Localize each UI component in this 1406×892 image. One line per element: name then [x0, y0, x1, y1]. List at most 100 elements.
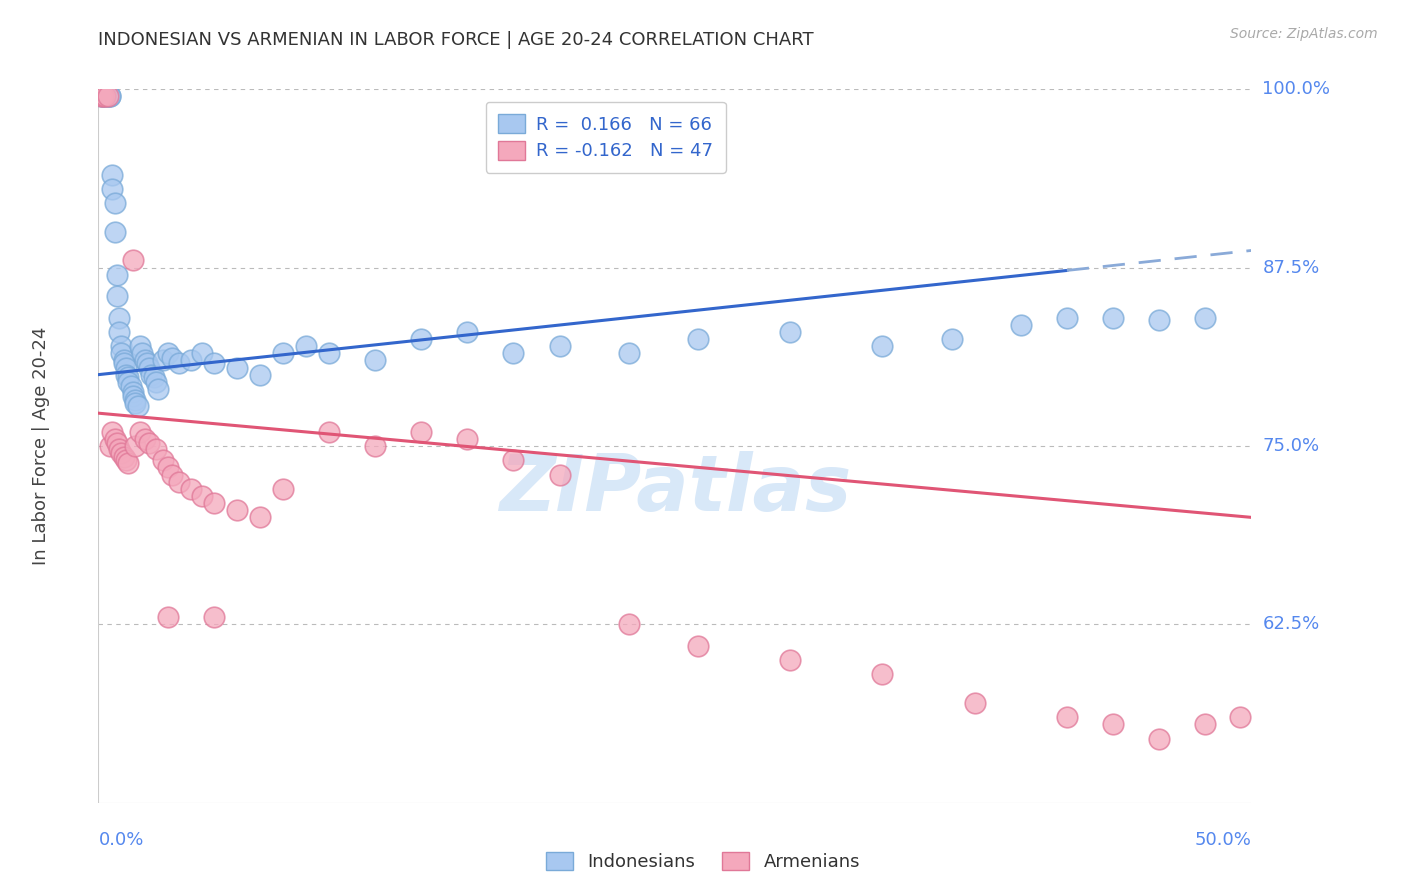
Point — [138, 436, 160, 450]
Point — [271, 482, 294, 496]
Point — [145, 375, 167, 389]
Point — [1056, 310, 1078, 325]
Point — [249, 510, 271, 524]
Point — [1194, 717, 1216, 731]
Point — [115, 368, 138, 382]
Point — [156, 610, 179, 624]
Point — [97, 89, 120, 103]
Point — [364, 439, 387, 453]
Point — [101, 182, 124, 196]
Point — [101, 425, 124, 439]
Point — [112, 450, 135, 465]
Point — [160, 351, 183, 365]
Point — [152, 453, 174, 467]
Point — [117, 456, 139, 470]
Point — [202, 610, 225, 624]
Point — [108, 310, 131, 325]
Point — [129, 425, 152, 439]
Point — [131, 346, 153, 360]
Point — [108, 325, 131, 339]
Point — [779, 325, 801, 339]
Legend: R =  0.166   N = 66, R = -0.162   N = 47: R = 0.166 N = 66, R = -0.162 N = 47 — [485, 102, 725, 173]
Point — [134, 353, 156, 368]
Point — [91, 89, 114, 103]
Point — [129, 339, 152, 353]
Point — [94, 89, 117, 103]
Point — [122, 253, 145, 268]
Point — [180, 482, 202, 496]
Point — [94, 89, 117, 103]
Point — [103, 225, 125, 239]
Point — [91, 89, 114, 103]
Point — [134, 432, 156, 446]
Point — [364, 353, 387, 368]
Point — [98, 89, 121, 103]
Point — [103, 196, 125, 211]
Point — [156, 346, 179, 360]
Point — [502, 346, 524, 360]
Point — [110, 446, 132, 460]
Text: 0.0%: 0.0% — [98, 831, 143, 849]
Point — [167, 356, 190, 370]
Point — [115, 453, 138, 467]
Point — [142, 370, 165, 384]
Point — [1102, 717, 1125, 731]
Point — [115, 360, 138, 375]
Point — [1229, 710, 1251, 724]
Point — [872, 339, 894, 353]
Point — [779, 653, 801, 667]
Point — [117, 375, 139, 389]
Point — [120, 379, 142, 393]
Point — [117, 370, 139, 384]
Point — [112, 353, 135, 368]
Point — [318, 425, 340, 439]
Point — [110, 339, 132, 353]
Text: In Labor Force | Age 20-24: In Labor Force | Age 20-24 — [32, 326, 49, 566]
Point — [124, 396, 146, 410]
Point — [225, 503, 247, 517]
Point — [1056, 710, 1078, 724]
Point — [105, 289, 128, 303]
Point — [617, 346, 640, 360]
Point — [160, 467, 183, 482]
Point — [411, 425, 433, 439]
Point — [145, 442, 167, 456]
Point — [148, 382, 170, 396]
Point — [124, 439, 146, 453]
Point — [963, 696, 986, 710]
Text: INDONESIAN VS ARMENIAN IN LABOR FORCE | AGE 20-24 CORRELATION CHART: INDONESIAN VS ARMENIAN IN LABOR FORCE | … — [98, 31, 814, 49]
Point — [191, 489, 214, 503]
Point — [502, 453, 524, 467]
Point — [872, 667, 894, 681]
Point — [91, 89, 114, 103]
Point — [1010, 318, 1032, 332]
Point — [103, 432, 125, 446]
Text: 87.5%: 87.5% — [1263, 259, 1320, 277]
Point — [97, 89, 120, 103]
Point — [456, 325, 478, 339]
Text: 62.5%: 62.5% — [1263, 615, 1320, 633]
Point — [191, 346, 214, 360]
Point — [1194, 310, 1216, 325]
Point — [127, 399, 149, 413]
Point — [686, 639, 709, 653]
Point — [225, 360, 247, 375]
Text: 50.0%: 50.0% — [1195, 831, 1251, 849]
Point — [124, 393, 146, 408]
Point — [152, 353, 174, 368]
Point — [202, 496, 225, 510]
Text: ZIPatlas: ZIPatlas — [499, 450, 851, 527]
Point — [1147, 731, 1170, 746]
Point — [98, 89, 121, 103]
Point — [411, 332, 433, 346]
Point — [548, 339, 571, 353]
Point — [686, 332, 709, 346]
Point — [138, 360, 160, 375]
Point — [941, 332, 963, 346]
Text: 100.0%: 100.0% — [1263, 80, 1330, 98]
Point — [180, 353, 202, 368]
Point — [202, 356, 225, 370]
Point — [98, 439, 121, 453]
Point — [90, 89, 112, 103]
Point — [135, 356, 157, 370]
